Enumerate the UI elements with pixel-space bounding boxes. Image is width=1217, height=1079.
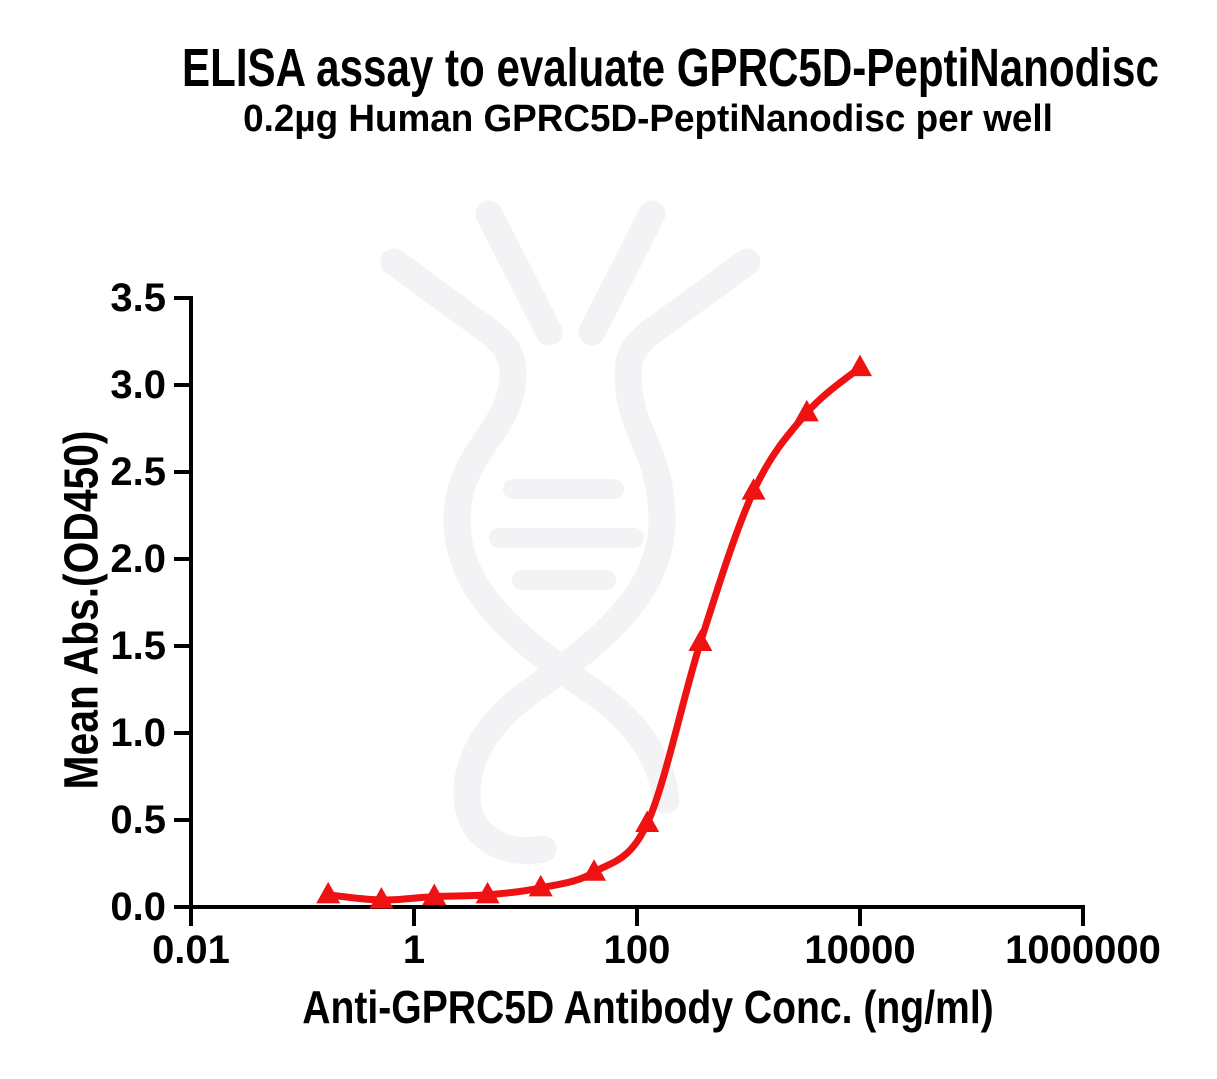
data-point-markers [316, 354, 872, 909]
data-point-triangle [794, 399, 819, 422]
axes [174, 296, 1085, 926]
y-tick-label: 3.5 [110, 276, 166, 320]
y-tick-label: 1.0 [110, 711, 166, 755]
y-tick-label: 2.0 [110, 537, 166, 581]
chart-subtitle: 0.2µg Human GPRC5D-PeptiNanodisc per wel… [243, 98, 1053, 140]
chart-title: ELISA assay to evaluate GPRC5D-PeptiNano… [182, 38, 1159, 98]
data-point-triangle [848, 354, 872, 377]
x-tick-label: 10000 [804, 928, 916, 972]
y-tick-label: 3.0 [110, 363, 166, 407]
data-point-triangle [688, 629, 713, 652]
x-tick-label: 1 [402, 928, 426, 972]
y-tick-label: 1.5 [110, 624, 166, 668]
data-point-triangle [528, 874, 553, 897]
data-point-triangle [316, 881, 341, 904]
x-tick-label: 100 [603, 928, 671, 972]
data-point-triangle [635, 810, 660, 832]
x-axis-label: Anti-GPRC5D Antibody Conc. (ng/ml) [302, 981, 994, 1033]
x-tick-label: 0.01 [152, 928, 230, 972]
y-tick-label: 0.0 [110, 885, 166, 929]
data-point-triangle [422, 883, 447, 906]
dna-antibody-logo-watermark-icon [380, 200, 761, 864]
y-tick-label: 0.5 [110, 798, 166, 842]
data-point-triangle [369, 887, 394, 909]
x-tick-label: 1000000 [1005, 928, 1161, 972]
data-point-triangle [741, 478, 766, 500]
data-point-triangle [582, 859, 607, 881]
data-point-triangle [475, 881, 500, 904]
y-tick-label: 2.5 [110, 450, 166, 494]
